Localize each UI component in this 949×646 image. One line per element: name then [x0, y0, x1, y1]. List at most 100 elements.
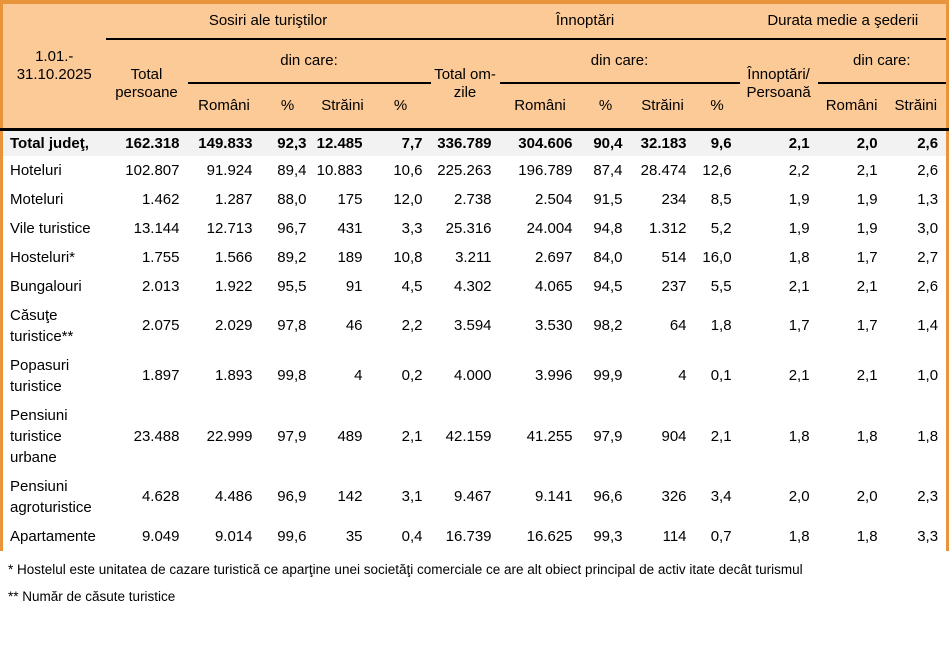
table-cell: 3,4 [710, 488, 732, 505]
header-group-row: 1.01.- 31.10.2025 Sosiri ale turiştilor … [1, 2, 948, 129]
table-row: Apartamente 9.049 9.014 99,6 35 0,4 16.739 16.6… [2, 522, 948, 551]
table-cell: 94,8 [593, 219, 623, 237]
table-cell: 10.883 [316, 161, 363, 179]
table-cell: 2,7 [917, 248, 939, 266]
table-cell: 2,1 [856, 277, 878, 295]
col-pct-romani-innoptari: % [580, 83, 631, 129]
table-cell: 1,7 [856, 248, 878, 266]
table-cell: 149.833 [187, 127, 261, 156]
table-cell: 91,5 [593, 190, 623, 208]
group-innoptari: Înnoptări [430, 2, 740, 40]
table-cell: 4.628 [141, 488, 180, 505]
table-cell: 904 [661, 427, 687, 445]
table-row: Total judeţ, 162.318 149.833 92,3 12.485 7,7 3… [1, 127, 948, 156]
table-cell: 9.467 [453, 488, 492, 505]
table-cell: 35 [345, 527, 363, 545]
table-cell: 41.255 [526, 427, 573, 445]
col-straini-durata: Străini [885, 83, 948, 129]
table-cell: 1,9 [788, 219, 810, 237]
table-cell: 16.625 [526, 527, 573, 545]
row-label: Căsuţe turistice** [10, 306, 74, 345]
table-cell: 4 [678, 367, 687, 384]
table-cell: 431 [337, 219, 363, 237]
table-cell: 64 [669, 317, 687, 334]
table-cell: 0,1 [710, 367, 732, 384]
table-cell: 13.144 [133, 219, 180, 237]
table-cell: 2.504 [534, 190, 573, 208]
table-cell: 3,1 [401, 488, 423, 505]
row-label: Bungalouri [10, 277, 82, 295]
table-cell: 94,5 [593, 277, 623, 295]
table-cell: 5,2 [710, 219, 732, 237]
table-cell: 2,1 [401, 427, 423, 445]
table-cell: 4,5 [401, 277, 423, 295]
din-care-durata: din care: [817, 39, 948, 84]
table-cell: 99,8 [277, 367, 307, 384]
row-label: Hoteluri [10, 161, 62, 179]
table-cell: 3.594 [453, 317, 492, 334]
table-cell: 4.486 [214, 488, 253, 505]
table-cell: 96,7 [277, 219, 307, 237]
table-cell: 2.738 [453, 190, 492, 208]
period-cell: 1.01.- 31.10.2025 [1, 2, 106, 129]
table-cell: 2,3 [917, 488, 939, 505]
header-subgroup-row: Total persoane din care: Total om-zile d… [2, 39, 948, 129]
table-cell: 1,7 [856, 317, 878, 334]
table-cell: 1.893 [214, 367, 253, 384]
row-label: Hosteluri* [10, 248, 76, 266]
footnote: ** Număr de căsute turistice [8, 588, 176, 604]
table-cell: 46 [345, 317, 363, 334]
din-care-sosiri: din care: [187, 39, 431, 84]
col-total-om-zile: Total om-zile [430, 39, 500, 129]
table-cell: 336.789 [430, 127, 500, 156]
table-cell: 9,6 [694, 127, 740, 156]
tourism-statistics-table: 1.01.- 31.10.2025 Sosiri ale turiştilor … [0, 0, 949, 551]
table-cell: 225.263 [437, 161, 492, 179]
group-durata: Durata medie a şederii [739, 2, 948, 40]
row-label: Vile turistice [10, 219, 91, 237]
row-label: Moteluri [10, 190, 64, 208]
table-cell: 87,4 [593, 161, 623, 179]
table-row: Moteluri 1.462 1.287 88,0 175 12,0 2.738 2.504 9… [2, 185, 948, 214]
table-cell: 32.183 [630, 127, 695, 156]
table-cell: 12,6 [702, 161, 732, 179]
row-label: Pensiuni turistice urbane [10, 406, 68, 466]
table-cell: 1,9 [856, 219, 878, 237]
table-cell: 2,1 [788, 367, 810, 384]
table-cell: 1,8 [856, 527, 878, 545]
table-cell: 2,0 [856, 488, 878, 505]
table-cell: 2,1 [788, 277, 810, 295]
table-cell: 2.029 [214, 317, 253, 334]
group-sosiri: Sosiri ale turiştilor [105, 2, 431, 40]
table-cell: 189 [337, 248, 363, 266]
table-cell: 1.922 [214, 277, 253, 295]
col-romani-innoptari: Români [499, 83, 581, 129]
din-care-innoptari: din care: [499, 39, 740, 84]
table-cell: 2,0 [788, 488, 810, 505]
col-straini-sosiri: Străini [314, 83, 371, 129]
table-cell: 1.755 [141, 248, 180, 266]
table-cell: 4.000 [453, 367, 492, 384]
table-cell: 2,6 [885, 127, 948, 156]
table-cell: 97,9 [593, 427, 623, 445]
row-label: Pensiuni agroturistice [10, 477, 92, 516]
table-cell: 10,8 [393, 248, 423, 266]
table-row: Hosteluri* 1.755 1.566 89,2 189 10,8 3.211 2.69… [2, 243, 948, 272]
table-cell: 91.924 [206, 161, 253, 179]
table-cell: 3.211 [455, 248, 492, 266]
table-row: Vile turistice 13.144 12.713 96,7 431 3,3 25.3… [2, 214, 948, 243]
table-cell: 1,8 [856, 427, 878, 445]
table-cell: 304.606 [499, 127, 581, 156]
table-row: Hoteluri 102.807 91.924 89,4 10.883 10,6 225.2… [2, 156, 948, 185]
table-cell: 102.807 [125, 161, 180, 179]
table-cell: 84,0 [593, 248, 623, 266]
table-cell: 99,6 [277, 527, 307, 545]
table-cell: 2,6 [917, 277, 939, 295]
col-pct-romani-sosiri: % [260, 83, 315, 129]
table-cell: 23.488 [133, 427, 180, 445]
table-cell: 1,0 [917, 367, 939, 384]
table-body: Total judeţ, 162.318 149.833 92,3 12.485 7,7 3… [1, 127, 948, 551]
table-cell: 9.141 [534, 488, 573, 505]
table-cell: 1,8 [917, 427, 939, 445]
table-cell: 96,9 [277, 488, 307, 505]
